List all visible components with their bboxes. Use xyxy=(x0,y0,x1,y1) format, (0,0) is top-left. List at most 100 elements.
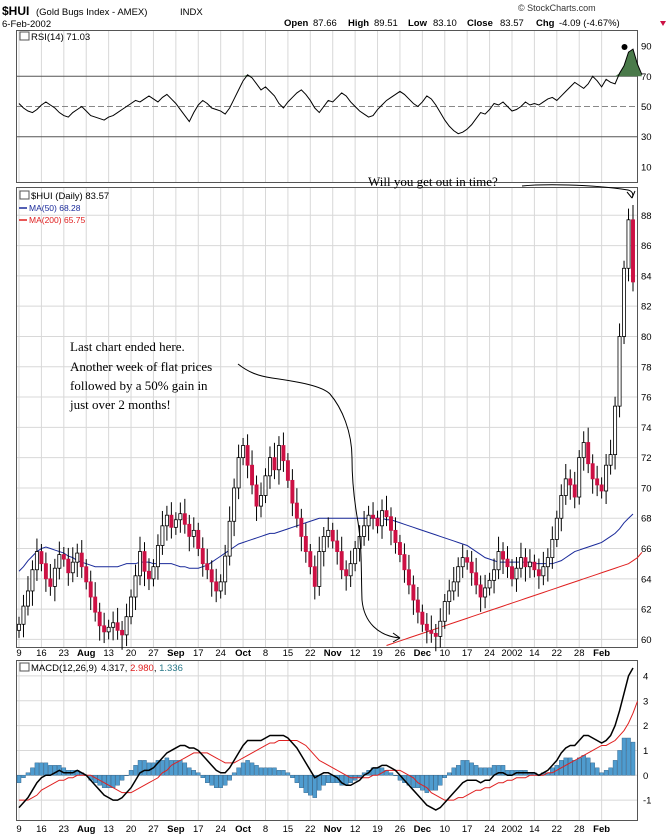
ma200-legend-text: MA(200) 65.75 xyxy=(29,215,85,225)
candle-up xyxy=(223,555,228,583)
price-x-tick-label: 9 xyxy=(16,648,21,659)
macd-x-tick-label: 12 xyxy=(350,824,361,835)
price-x-tick-label: 13 xyxy=(103,648,114,659)
candle-up xyxy=(111,622,116,628)
macd-x-tick-label: Nov xyxy=(324,824,343,835)
macd-histogram-bar xyxy=(263,767,268,776)
candle-down xyxy=(474,572,479,586)
rsi-overbought-fill xyxy=(243,49,642,77)
macd-x-tick-label: 14 xyxy=(529,824,540,835)
candle-down xyxy=(182,513,187,525)
price-legend-swatch xyxy=(19,190,30,200)
left-annotation-arrow xyxy=(237,363,401,639)
macd-histogram-bar xyxy=(110,775,116,788)
macd-x-tick-label: 23 xyxy=(59,824,70,835)
candle-up xyxy=(456,566,461,583)
macd-histogram-bar xyxy=(608,767,613,776)
macd-histogram-bar xyxy=(442,775,447,778)
macd-histogram-bar xyxy=(222,775,228,786)
macd-histogram-bar xyxy=(285,772,291,776)
candle-down xyxy=(536,569,541,577)
macd-histogram-bar xyxy=(577,757,582,776)
candle-up xyxy=(451,581,456,592)
candle-up xyxy=(236,457,241,489)
macd-histogram-bar xyxy=(321,775,326,786)
candle-down xyxy=(254,484,259,507)
macd-y-tick-label: 3 xyxy=(643,696,648,707)
price-x-tick-label: 2002 xyxy=(501,648,522,659)
candle-up xyxy=(34,551,39,571)
candle-down xyxy=(285,460,290,481)
macd-histogram-bar xyxy=(299,775,304,788)
macd-x-tick-label: Dec xyxy=(414,824,431,835)
candle-up xyxy=(492,569,497,581)
chg-value: -4.09 (-4.67%) xyxy=(559,18,620,29)
candle-down xyxy=(250,464,255,486)
macd-histogram-bar xyxy=(155,760,161,776)
macd-histogram-bar xyxy=(191,770,197,776)
macd-histogram-bar xyxy=(178,760,183,776)
macd-histogram-bar xyxy=(21,775,26,778)
macd-histogram-bar xyxy=(612,760,618,776)
candle-up xyxy=(527,561,532,568)
exchange: INDX xyxy=(180,7,203,18)
rsi-y-tick-label: 30 xyxy=(641,132,652,143)
macd-histogram-bar xyxy=(429,775,434,791)
left-note-line-3: followed by a 50% gain in xyxy=(70,378,208,393)
macd-histogram-bar xyxy=(213,775,219,788)
symbol: $HUI xyxy=(2,4,29,18)
macd-histogram-bar xyxy=(205,775,210,783)
macd-histogram-bar xyxy=(603,770,609,776)
rsi-legend-text: RSI(14) 71.03 xyxy=(31,32,90,43)
price-x-tick-label: 22 xyxy=(305,648,316,659)
macd-x-tick-label: 16 xyxy=(36,824,47,835)
candle-down xyxy=(402,554,407,571)
candle-down xyxy=(406,569,411,586)
candle-down xyxy=(102,625,107,633)
price-y-tick-label: 86 xyxy=(641,241,652,252)
candle-down xyxy=(209,569,214,583)
macd-histogram-bar xyxy=(200,775,205,778)
price-x-tick-label: 10 xyxy=(439,648,450,659)
candle-up xyxy=(155,545,160,568)
price-y-tick-label: 62 xyxy=(641,605,652,616)
macd-histogram-bar xyxy=(142,760,147,776)
candle-down xyxy=(424,623,429,631)
candle-up xyxy=(151,566,156,580)
candle-down xyxy=(393,529,398,543)
candle-down xyxy=(532,561,537,571)
candle-down xyxy=(375,517,380,527)
macd-x-tick-label: 24 xyxy=(484,824,495,835)
source-credit: © StockCharts.com xyxy=(518,3,596,13)
macd-legend-macd: 4.317 xyxy=(101,663,125,674)
macd-histogram-bar xyxy=(254,765,259,776)
candle-down xyxy=(84,566,89,583)
candle-down xyxy=(88,581,93,598)
macd-y-tick-label: 2 xyxy=(643,721,648,732)
candle-up xyxy=(604,464,609,492)
price-x-tick-label: Sep xyxy=(167,648,185,659)
price-y-tick-label: 66 xyxy=(641,544,652,555)
rsi-y-tick-label: 10 xyxy=(641,162,652,173)
rsi-y-tick-label: 70 xyxy=(641,72,652,83)
price-x-tick-label: 14 xyxy=(529,648,540,659)
candle-down xyxy=(415,599,420,613)
price-x-tick-label: 20 xyxy=(126,648,137,659)
macd-histogram-bar xyxy=(572,760,577,776)
macd-histogram-bar xyxy=(173,760,179,776)
macd-histogram-bar xyxy=(438,775,443,786)
candle-up xyxy=(442,601,447,622)
macd-histogram-bar xyxy=(106,775,111,788)
macd-histogram-bar xyxy=(30,767,35,776)
macd-histogram-bar xyxy=(303,775,309,793)
macd-histogram-bar xyxy=(236,767,241,776)
candle-down xyxy=(120,629,125,636)
candle-down xyxy=(505,558,510,568)
candle-up xyxy=(326,529,331,537)
down-arrow-icon xyxy=(660,21,666,26)
macd-x-tick-label: Oct xyxy=(235,824,252,835)
macd-histogram-bar xyxy=(594,767,600,776)
candle-down xyxy=(142,551,147,572)
macd-histogram-bar xyxy=(621,737,627,776)
price-x-tick-label: Feb xyxy=(593,648,610,659)
